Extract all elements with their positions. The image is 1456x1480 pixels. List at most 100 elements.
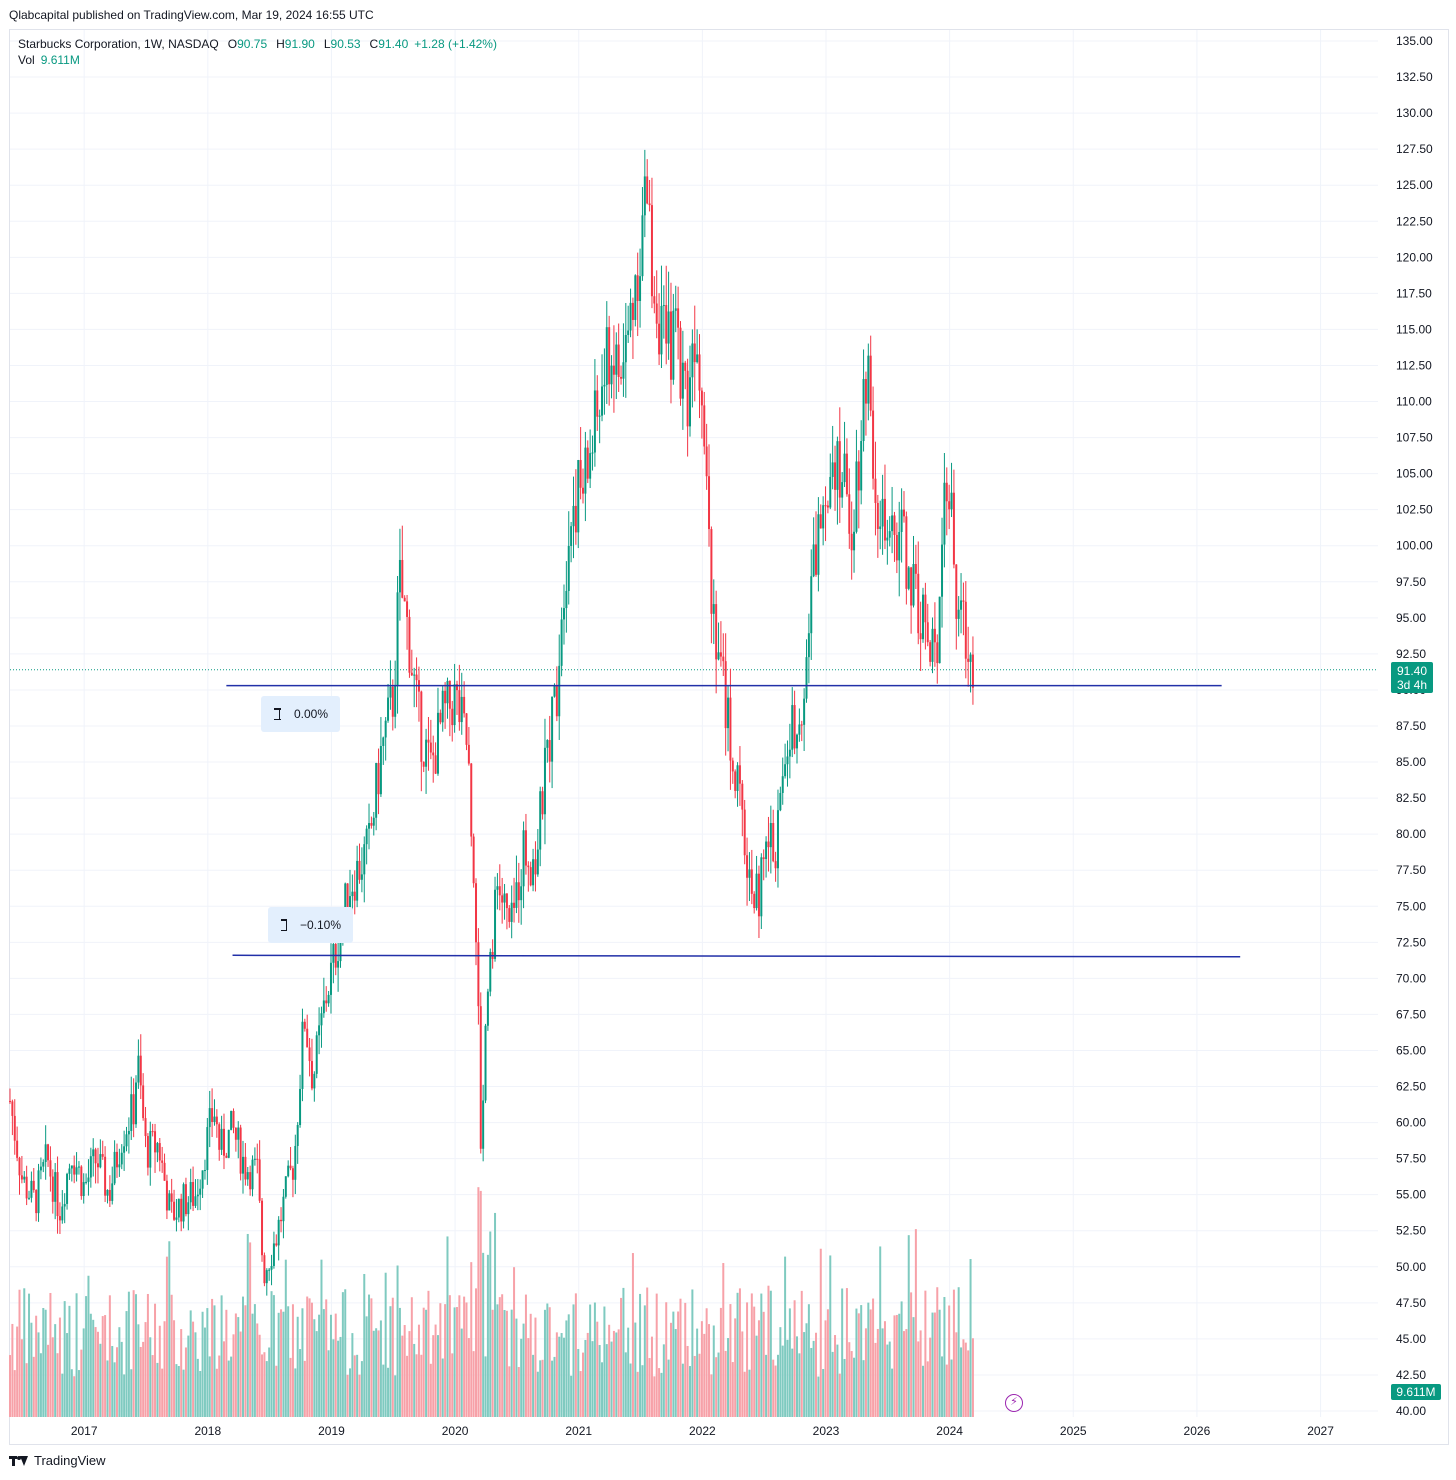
volume-bar [919, 1330, 922, 1417]
volume-bar [232, 1334, 235, 1417]
volume-bar [70, 1369, 73, 1417]
volume-bar [415, 1354, 418, 1417]
volume-bar [389, 1306, 392, 1417]
volume-bar [329, 1314, 332, 1417]
volume-bar [900, 1301, 903, 1417]
volume-bar [705, 1308, 708, 1417]
candle-body [674, 308, 677, 311]
volume-bar [263, 1352, 266, 1417]
candle-body [591, 452, 594, 454]
volume-bar [175, 1364, 178, 1417]
candle-body [344, 883, 347, 919]
volume-bar [757, 1320, 760, 1417]
volume-bar [689, 1366, 691, 1417]
candle-body [593, 390, 596, 453]
price-tick-label: 60.00 [1396, 1116, 1426, 1130]
volume-bar [753, 1306, 756, 1417]
time-tick-label: 2026 [1184, 1424, 1211, 1438]
volume-bar [491, 1309, 494, 1417]
volume-bar [810, 1347, 813, 1417]
tradingview-logo[interactable]: TradingView [9, 1453, 106, 1468]
volume-bar [681, 1363, 684, 1417]
volume-bar [165, 1256, 168, 1417]
level-label-lower[interactable]: −0.10% [268, 907, 353, 943]
price-tick-label: 122.50 [1396, 214, 1433, 228]
close-label: C [369, 37, 379, 51]
volume-bar [486, 1254, 489, 1417]
volume-bar [135, 1294, 138, 1417]
candle-body [370, 823, 373, 826]
volume-bar [379, 1320, 382, 1417]
price-tick-label: 105.00 [1396, 467, 1433, 481]
volume-bar [857, 1313, 860, 1417]
level-percent-lower: −0.10% [299, 918, 341, 932]
candle-body [175, 1217, 178, 1220]
lightning-icon[interactable]: ⚡ [1005, 1394, 1023, 1412]
volume-bar [408, 1331, 411, 1417]
volume-bar [891, 1368, 894, 1417]
candle-body [494, 889, 497, 959]
candle-body [938, 596, 941, 664]
candle-body [860, 441, 863, 491]
candle-body [551, 696, 554, 762]
candle-body [941, 544, 944, 597]
volume-bar [432, 1335, 435, 1417]
volume-bar [137, 1324, 140, 1417]
volume-bar [115, 1347, 118, 1417]
volume-bar [277, 1312, 280, 1417]
volume-bar [256, 1323, 259, 1417]
volume-bar [360, 1361, 363, 1417]
candle-body [63, 1203, 66, 1207]
candle-body [49, 1160, 52, 1177]
volume-bar [429, 1363, 432, 1417]
volume-bar [403, 1325, 406, 1417]
candle-body [700, 390, 703, 406]
volume-bar [748, 1369, 751, 1417]
volume-bar [441, 1358, 444, 1417]
level-label-upper[interactable]: 0.00% [261, 696, 340, 732]
volume-bar [436, 1335, 439, 1417]
volume-bar [225, 1309, 228, 1417]
volume-legend[interactable]: Vol 9.611M [18, 52, 80, 68]
volume-bar [35, 1315, 38, 1417]
volume-bar [479, 1190, 482, 1417]
candle-body [969, 654, 972, 662]
candle-body [508, 908, 511, 922]
volume-bar [215, 1368, 218, 1417]
candle-body [372, 817, 375, 826]
candle-body [748, 869, 751, 878]
volume-bar [253, 1304, 256, 1417]
volume-bar [465, 1302, 468, 1417]
candle-body [876, 502, 879, 529]
volume-bar [836, 1344, 839, 1417]
candle-body [448, 680, 451, 709]
volume-bar [517, 1367, 520, 1417]
candle-body [18, 1157, 21, 1176]
candle-body [905, 516, 908, 589]
candle-body [731, 760, 734, 772]
candle-body [952, 492, 955, 565]
volume-bar [715, 1357, 718, 1417]
candle-body [524, 830, 527, 866]
candle-body [729, 697, 732, 761]
candle-body [265, 1270, 268, 1284]
volume-bar [850, 1351, 853, 1417]
volume-bar [184, 1347, 187, 1417]
volume-bar [855, 1308, 858, 1417]
candle-body [313, 1073, 316, 1089]
candle-body [208, 1108, 211, 1128]
volume-bar [515, 1318, 518, 1417]
candle-body [722, 656, 725, 662]
symbol-legend[interactable]: Starbucks Corporation, 1W, NASDAQ O90.75 H… [18, 36, 497, 52]
volume-bar [410, 1297, 413, 1417]
candle-body [510, 902, 513, 922]
candle-body [636, 275, 639, 301]
volume-bar [246, 1233, 249, 1417]
volume-bar [101, 1316, 104, 1417]
volume-bar [803, 1332, 806, 1417]
volume-bar [962, 1339, 965, 1417]
candle-body [765, 841, 768, 860]
volume-bar [327, 1350, 330, 1417]
volume-value: 9.611M [40, 53, 80, 67]
